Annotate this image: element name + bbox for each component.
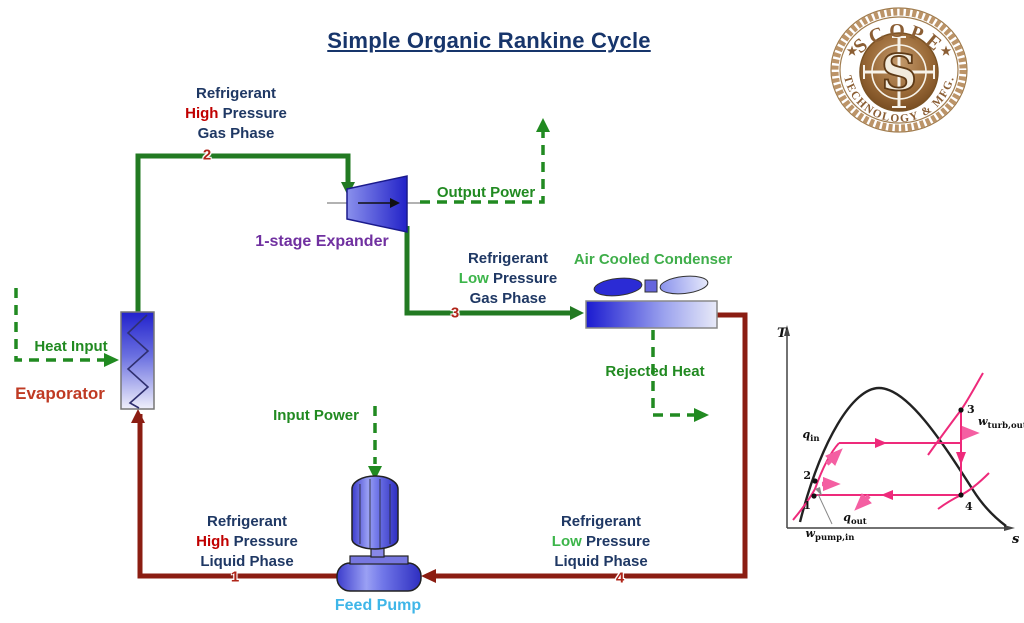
stream-line1: Refrigerant bbox=[560, 513, 642, 530]
label-expander: 1-stage Expander bbox=[255, 233, 389, 250]
label-lp-gas: Refrigerant Low Pressure Gas Phase bbox=[459, 249, 557, 309]
condenser-fan-icon bbox=[593, 275, 709, 297]
logo-star-right: ★ bbox=[941, 44, 952, 58]
stream-line2: Pressure bbox=[233, 533, 298, 550]
ts-diagram: T s 2 bbox=[777, 325, 1024, 547]
w-turb-out-label: wturb,out bbox=[978, 415, 1024, 431]
q-out-label: qout bbox=[843, 511, 867, 527]
ts-point-2: 2 bbox=[803, 469, 811, 482]
evaporator-symbol bbox=[120, 311, 155, 410]
stream-line2: Pressure bbox=[222, 105, 287, 122]
input-power-arrowhead bbox=[368, 466, 382, 480]
w-pump-in-label: wpump,in bbox=[806, 527, 855, 543]
pump-work-pointer bbox=[817, 493, 833, 525]
stream-line3: Gas Phase bbox=[197, 125, 275, 142]
stream-line1: Refrigerant bbox=[467, 250, 549, 267]
pressure-highlight: Low bbox=[458, 270, 489, 287]
label-hp-liquid: Refrigerant High Pressure Liquid Phase bbox=[196, 512, 298, 572]
pipe-liquid bbox=[131, 312, 748, 583]
label-condenser: Air Cooled Condenser bbox=[573, 251, 733, 268]
stream-line3: Gas Phase bbox=[469, 290, 547, 307]
state-point-4: 4 bbox=[615, 569, 625, 587]
crosshair-icon bbox=[863, 36, 935, 108]
pipe-lp-gas bbox=[404, 226, 584, 320]
ts-axes bbox=[786, 334, 1007, 529]
state-point-3: 3 bbox=[450, 304, 460, 322]
label-hp-gas: Refrigerant High Pressure Gas Phase bbox=[185, 84, 287, 144]
condenser-symbol bbox=[585, 275, 718, 329]
expander-symbol bbox=[327, 175, 420, 233]
stream-line2: Pressure bbox=[585, 533, 651, 550]
q-in-label: qin bbox=[802, 428, 819, 444]
ts-point-3: 3 bbox=[967, 403, 975, 416]
stream-line1: Refrigerant bbox=[206, 513, 288, 530]
rope-border bbox=[831, 8, 967, 132]
ts-point-4: 4 bbox=[965, 500, 973, 513]
s-axis-label: s bbox=[1012, 532, 1020, 547]
ts-point-1: 1 bbox=[803, 499, 811, 512]
stream-line3: Liquid Phase bbox=[554, 553, 648, 570]
t-axis-label: T bbox=[777, 326, 788, 341]
state-point-2: 2 bbox=[202, 146, 212, 164]
output-power-arrowhead bbox=[536, 118, 550, 132]
label-feed-pump: Feed Pump bbox=[334, 597, 422, 614]
feed-pump-symbol bbox=[336, 475, 422, 592]
expander-flow-arrow bbox=[390, 198, 400, 208]
label-evaporator: Evaporator bbox=[15, 384, 105, 403]
pressure-highlight: High bbox=[196, 533, 230, 550]
heat-input-arrow bbox=[14, 288, 104, 362]
stream-line3: Liquid Phase bbox=[200, 553, 294, 570]
label-heat-input: Heat Input bbox=[34, 338, 108, 355]
energy-direction-arrows bbox=[822, 425, 980, 511]
state-dots bbox=[811, 407, 964, 499]
heat-input-arrowhead bbox=[104, 353, 119, 367]
pressure-highlight: Low bbox=[551, 533, 582, 550]
pressure-highlight: High bbox=[185, 105, 219, 122]
stream-line2: Pressure bbox=[492, 270, 558, 287]
stream-line1: Refrigerant bbox=[195, 85, 277, 102]
output-power-arrow bbox=[420, 130, 545, 204]
label-output-power: Output Power bbox=[436, 184, 536, 201]
logo-star-left: ★ bbox=[847, 44, 858, 58]
state-point-1: 1 bbox=[230, 568, 240, 586]
logo-monogram: S bbox=[881, 43, 917, 102]
label-input-power: Input Power bbox=[273, 407, 359, 424]
label-rejected-heat: Rejected Heat bbox=[605, 363, 705, 380]
saturation-dome bbox=[798, 386, 1007, 527]
rejected-heat-arrowhead bbox=[694, 408, 709, 422]
page-title: Simple Organic Rankine Cycle bbox=[327, 28, 651, 53]
scope-logo: S SCOPE TECHNOLOGY & MFG. ★ ★ bbox=[830, 7, 968, 133]
rejected-heat-arrow bbox=[651, 330, 694, 417]
label-lp-liquid: Refrigerant Low Pressure Liquid Phase bbox=[552, 512, 650, 572]
